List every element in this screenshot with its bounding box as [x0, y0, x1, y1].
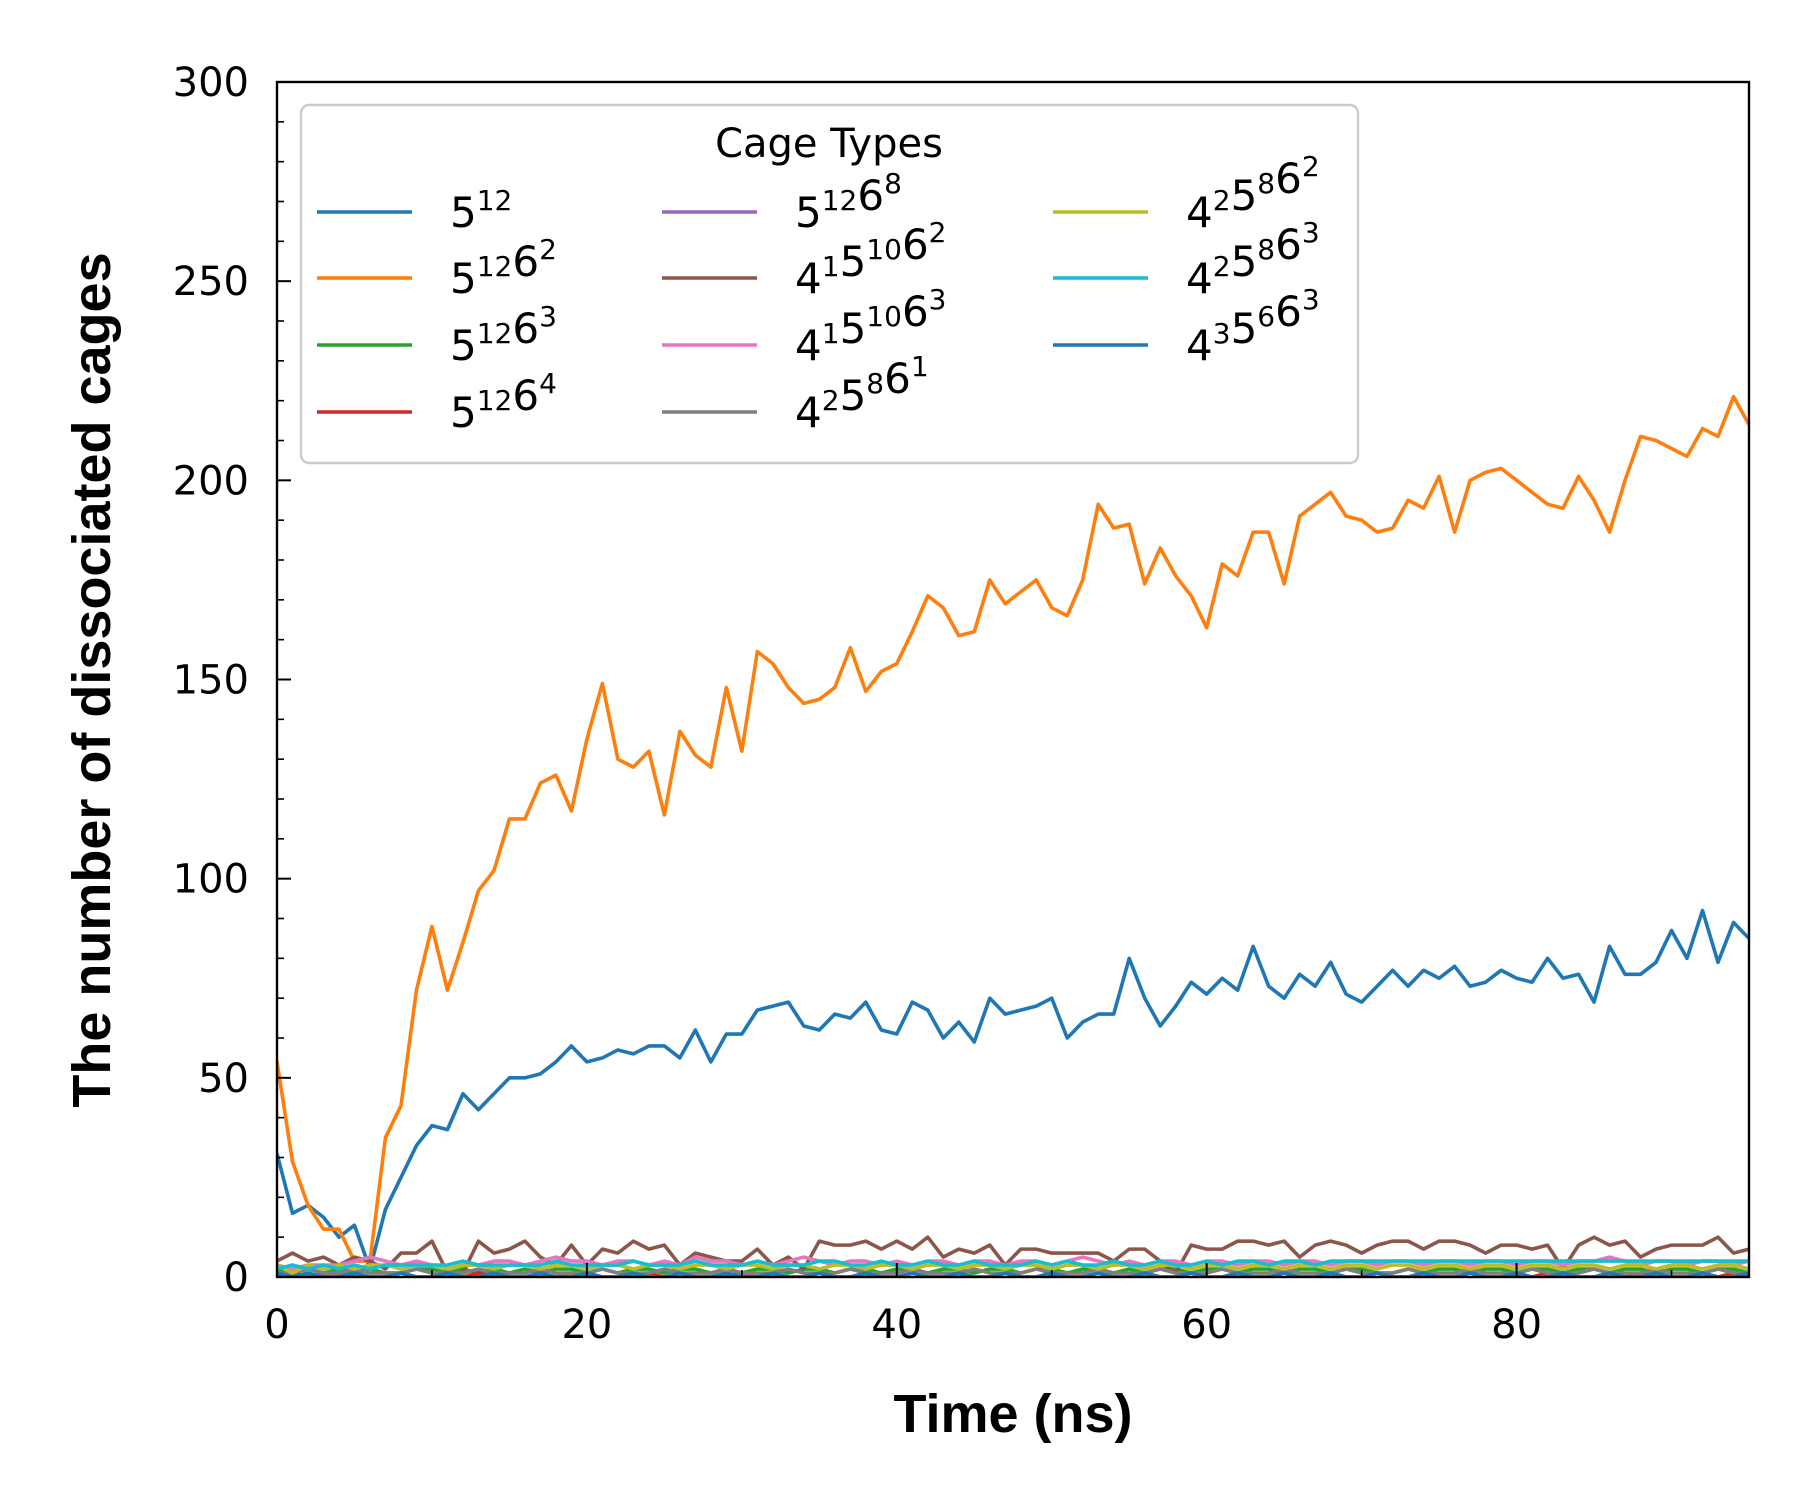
legend-label: 425861 [795, 350, 929, 437]
legend-label: 435663 [1186, 283, 1320, 370]
x-tick-label: 0 [264, 1302, 289, 1348]
legend-label: 4151062 [795, 216, 947, 303]
legend-title: Cage Types [715, 121, 943, 167]
legend: Cage Types 51251262512635126451268415106… [299, 103, 1360, 465]
legend-label: 425863 [1186, 216, 1320, 303]
y-tick-label: 50 [198, 1056, 249, 1102]
legend-label: 51262 [450, 233, 557, 303]
y-tick-label: 300 [173, 60, 249, 106]
series-line-1 [277, 908, 1749, 1271]
series-line-8 [277, 1267, 1749, 1275]
legend-label: 425862 [1186, 150, 1320, 237]
axis-ticks: 0 20 40 60 80 0 50 100 150 200 250 300 [173, 60, 1673, 1348]
series-line-10 [277, 1259, 1749, 1271]
series-line-6 [277, 1235, 1749, 1275]
y-tick-label: 200 [173, 458, 249, 504]
legend-box [299, 103, 1360, 465]
legend-label: 4151063 [795, 283, 947, 370]
y-axis-title: The number of dissociated cages [62, 252, 122, 1107]
x-tick-label: 60 [1181, 1302, 1232, 1348]
y-tick-label: 0 [224, 1255, 249, 1301]
legend-label: 51263 [450, 300, 557, 370]
y-tick-label: 250 [173, 259, 249, 305]
series-line-3 [277, 1267, 1749, 1275]
y-tick-label: 100 [173, 857, 249, 903]
legend-label: 512 [450, 184, 512, 237]
x-tick-label: 20 [561, 1302, 612, 1348]
series-line-2 [277, 394, 1749, 1263]
y-tick-label: 150 [173, 658, 249, 704]
legend-label: 51264 [450, 367, 557, 437]
x-axis-title: Time (ns) [893, 1384, 1132, 1444]
x-tick-label: 80 [1491, 1302, 1542, 1348]
x-tick-label: 40 [871, 1302, 922, 1348]
legend-label: 51268 [795, 167, 902, 237]
series-layer [277, 394, 1749, 1277]
